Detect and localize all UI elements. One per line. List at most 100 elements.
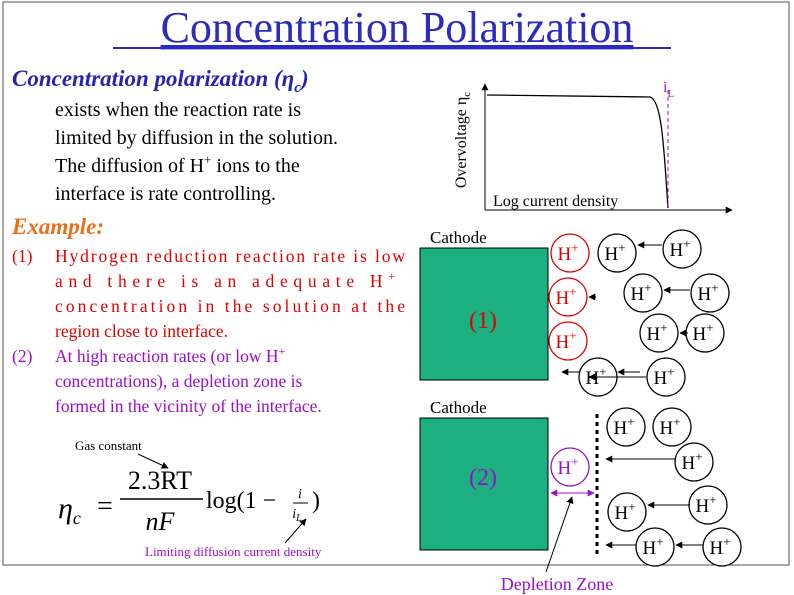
ion-label: H+ [613,414,634,439]
ion-base: H [604,244,618,265]
ion-charge: + [660,320,667,335]
ion-label: H+ [669,236,690,261]
ion-base: H [669,240,683,261]
ion-label: H+ [692,320,713,345]
pointer [545,496,574,573]
ion-base: H [646,324,660,345]
eq-eta: ηc [58,492,81,528]
ion [550,233,590,273]
sup: + [204,152,211,167]
eq-numerator: 2.3RT [128,466,192,495]
ion-base: H [555,332,569,353]
ion-base: H [692,324,706,345]
ion-label: H+ [695,492,716,517]
arrow [284,518,307,544]
ion [702,527,742,567]
y-label: Overvoltage ηc [453,92,473,188]
ion-label: H+ [697,280,718,305]
t: The diffusion of H [55,155,204,177]
ion-charge: + [706,320,713,335]
sub: L [295,513,302,524]
ion-charge: + [644,280,651,295]
eta-sub: c [73,508,81,528]
item-line: At high reaction rates (or low H+ [55,344,286,366]
t: and there is an adequate H [55,271,383,291]
cathode-label: Cathode [430,398,487,417]
t: i [663,79,668,96]
ion-label: H+ [557,240,578,265]
ion-charge: + [723,534,730,549]
eq-denominator: nF [146,507,176,536]
ion-base: H [585,368,599,389]
item-number: (2) [12,346,33,366]
ion [635,527,675,567]
ion-charge: + [571,454,578,469]
ion-base: H [695,496,709,517]
ion-label: H+ [681,449,702,474]
ion-charge: + [628,499,635,514]
item-line: concentrations), a depletion zone is [55,371,303,391]
depletion-label: Depletion Zone [501,574,613,594]
ion-charge: + [695,449,702,464]
limit-note: Limiting diffusion current density [145,544,322,559]
ion-label: H+ [646,320,667,345]
intro-heading: Concentration polarization (ηc) [12,66,309,96]
ion-label: H+ [555,284,576,309]
t: i [292,507,296,522]
example-heading: Example: [11,214,104,239]
eq-log: log(1 − [206,488,276,514]
ion-label: H+ [642,534,663,559]
ion-label: H+ [614,499,635,524]
t: ions to the [211,155,299,177]
cathode-label: Cathode [430,228,487,247]
ion-base: H [557,458,571,479]
ion-label: H+ [659,414,680,439]
item-line: concentration in the solution at the [55,296,405,316]
item-line: Hydrogen reduction reaction rate is low [55,246,405,266]
ion-base: H [653,368,667,389]
ion-charge: + [599,364,606,379]
ion-charge: + [667,364,674,379]
heading-text: Concentration polarization (η [12,66,294,91]
ion-base: H [555,288,569,309]
arrow [137,453,169,469]
eq-frac-num: i [298,487,302,502]
eq-frac-den: iL [292,507,302,524]
intro-line: exists when the reaction rate is [55,99,301,121]
ion-label: H+ [555,328,576,353]
title: Concentration Polarization [161,3,634,52]
ion-base: H [709,538,723,559]
item-number: (1) [12,246,33,266]
ion-base: H [659,418,673,439]
intro-line: limited by diffusion in the solution. [55,127,338,149]
ion-base: H [630,284,644,305]
ion-label: H+ [604,240,625,265]
ion-charge: + [673,414,680,429]
t: At high reaction rates (or low H [55,346,279,366]
eta: η [58,492,73,525]
heading-sub: c [294,80,301,96]
sub: L [667,88,674,100]
cathode [419,417,549,551]
frame [2,1,790,566]
ion [674,442,714,482]
ion-label: H+ [557,454,578,479]
ion-charge: + [709,492,716,507]
ion [690,273,730,313]
ion [548,277,588,317]
curve [486,94,669,209]
ion-base: H [614,503,628,524]
ion [597,233,637,273]
ion [639,313,679,353]
ion-base: H [613,418,627,439]
eq-close: ) [312,488,320,514]
case-label: (2) [469,465,497,491]
ion-base: H [642,538,656,559]
t: Overvoltage η [453,97,470,188]
ion [652,407,692,447]
ion [662,229,702,269]
intro-line: interface is rate controlling. [55,183,276,205]
ion-label: H+ [653,364,674,389]
heading-close: ) [299,66,309,91]
ion-charge: + [656,534,663,549]
